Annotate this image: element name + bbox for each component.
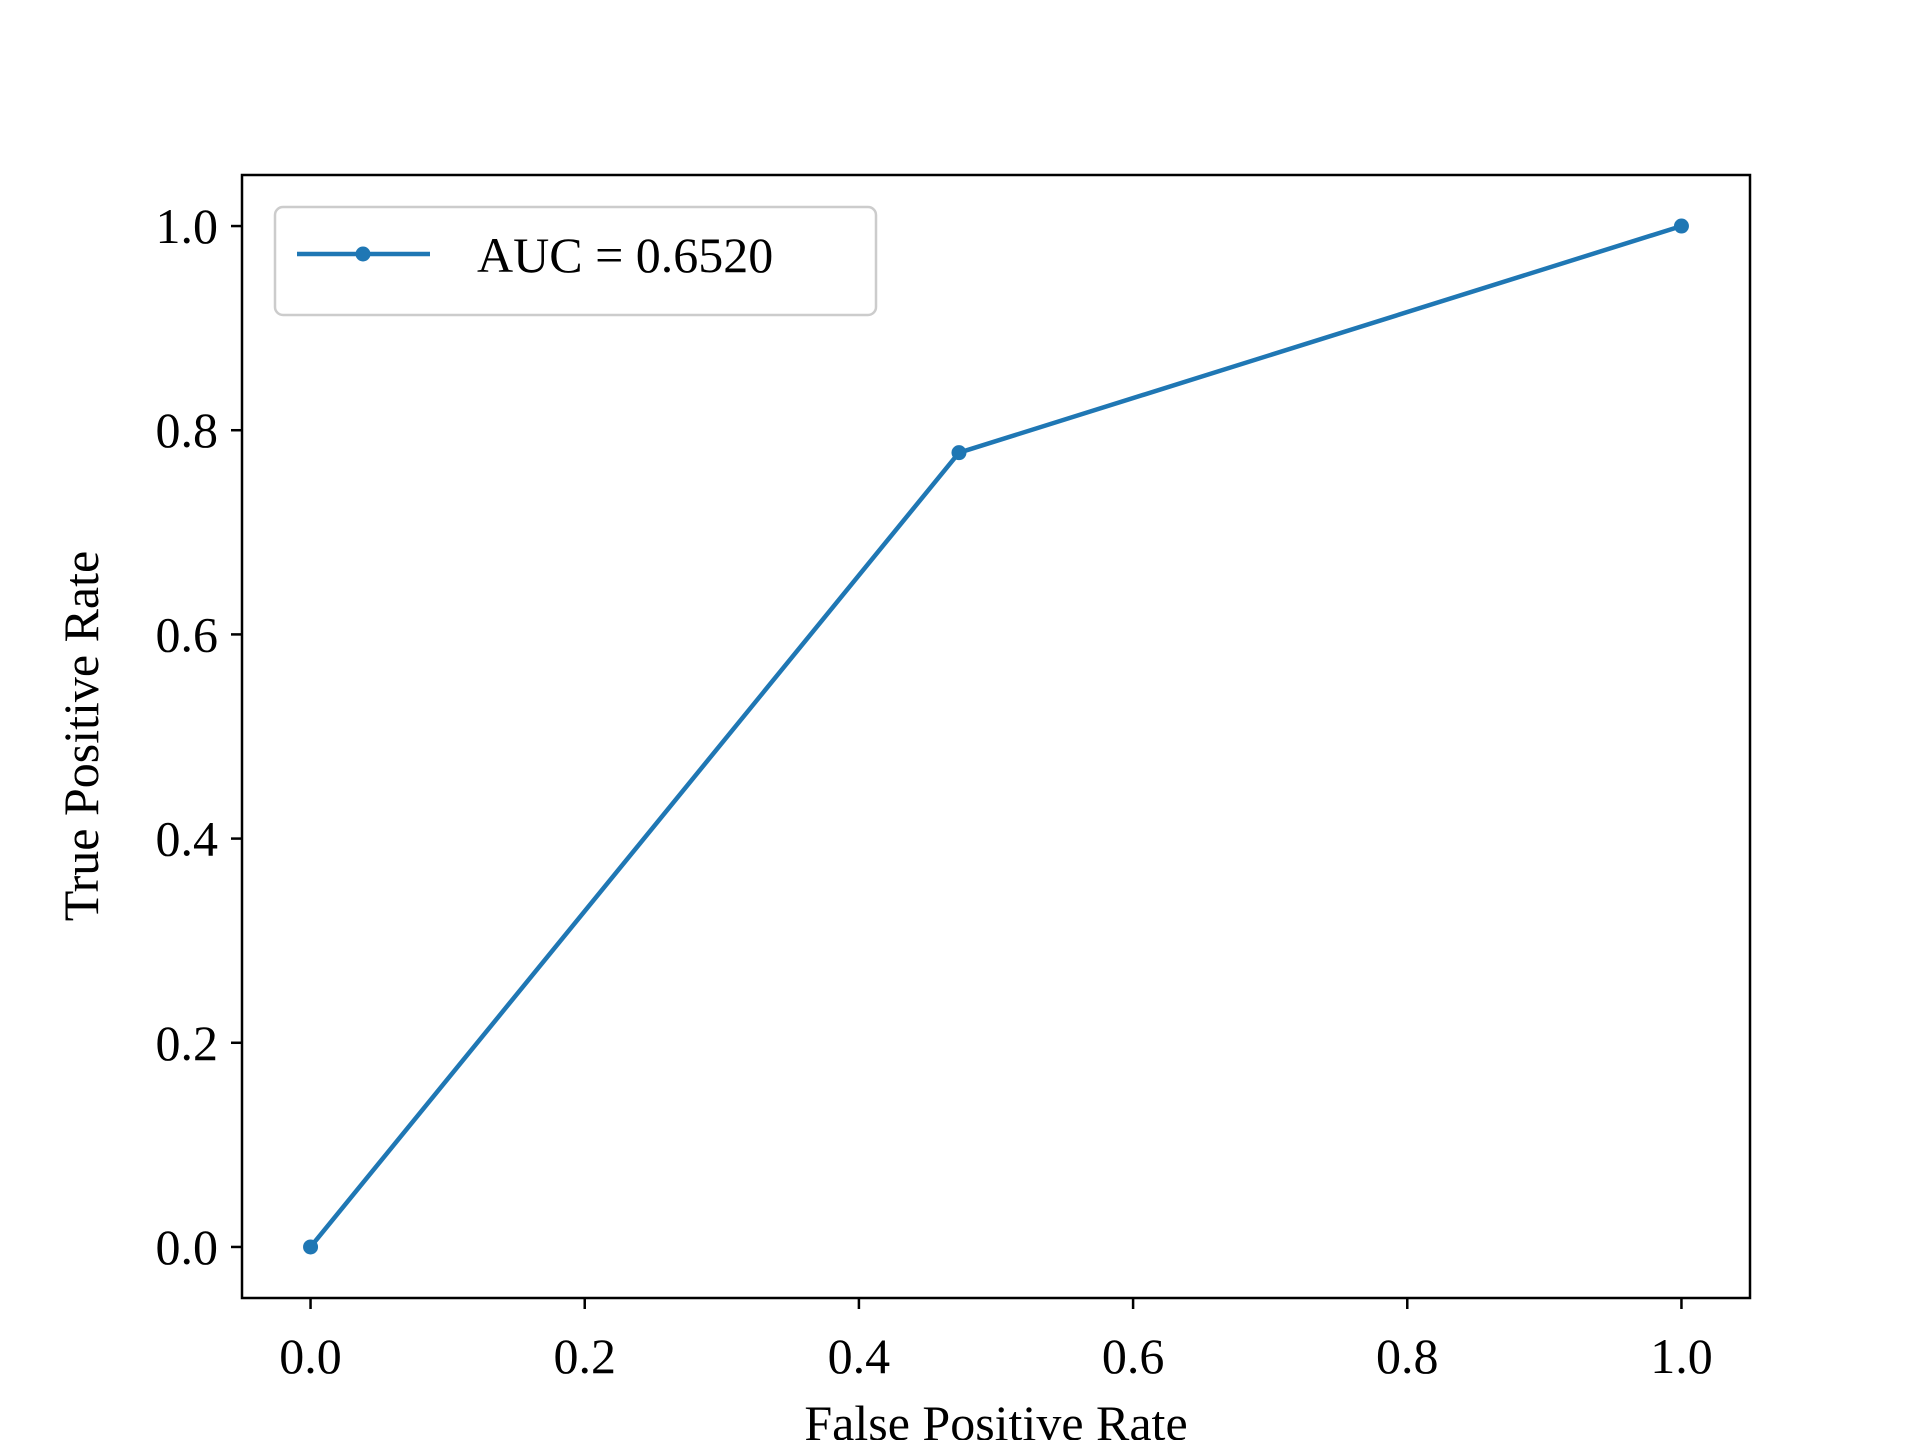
x-tick-label: 0.8 bbox=[1376, 1328, 1439, 1384]
x-tick-label: 0.0 bbox=[279, 1328, 342, 1384]
legend-marker-swatch bbox=[355, 246, 371, 262]
legend-label: AUC = 0.6520 bbox=[477, 227, 773, 283]
y-tick-label: 0.4 bbox=[156, 811, 219, 867]
data-point bbox=[951, 445, 967, 461]
plot-area-frame bbox=[240, 173, 1752, 1300]
x-tick-label: 1.0 bbox=[1650, 1328, 1713, 1384]
y-tick-label: 1.0 bbox=[156, 198, 219, 254]
data-point bbox=[303, 1239, 319, 1255]
y-axis-ticks: 0.0 0.2 0.4 0.6 0.8 1.0 bbox=[156, 198, 242, 1275]
legend-box bbox=[273, 205, 878, 317]
y-tick-label: 0.0 bbox=[156, 1219, 219, 1275]
y-tick-label: 0.6 bbox=[156, 606, 219, 662]
y-tick-label: 0.2 bbox=[156, 1015, 219, 1071]
legend: AUC = 0.6520 bbox=[273, 205, 878, 317]
series-layer bbox=[303, 218, 1689, 1255]
x-tick-label: 0.6 bbox=[1102, 1328, 1165, 1384]
data-point bbox=[1673, 218, 1689, 234]
x-tick-label: 0.4 bbox=[828, 1328, 891, 1384]
x-axis-label: False Positive Rate bbox=[804, 1395, 1187, 1440]
x-tick-label: 0.2 bbox=[553, 1328, 616, 1384]
y-tick-label: 0.8 bbox=[156, 402, 219, 458]
y-axis-label: True Positive Rate bbox=[53, 551, 109, 921]
x-axis-ticks: 0.0 0.2 0.4 0.6 0.8 1.0 bbox=[279, 1298, 1713, 1384]
